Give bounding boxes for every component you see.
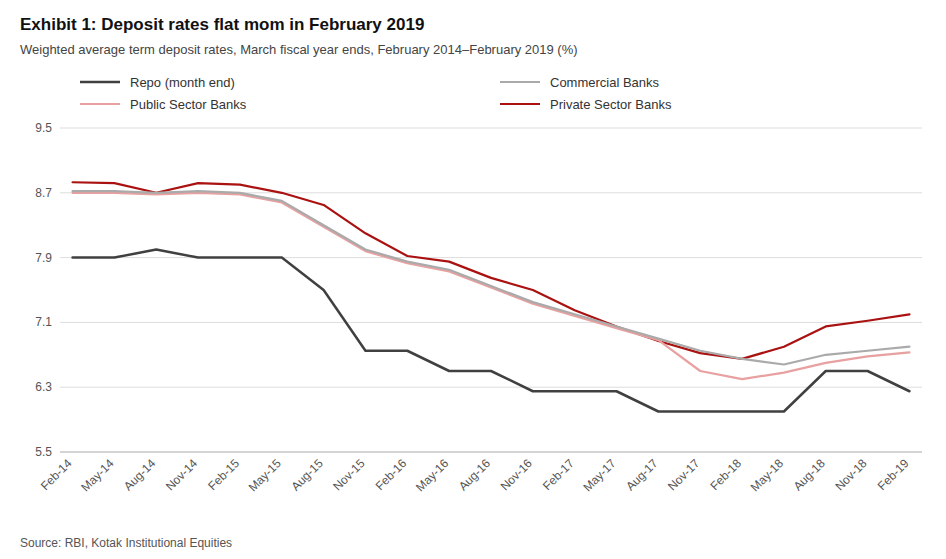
legend-swatch [80, 103, 120, 105]
x-tick-label: May-18 [748, 456, 786, 494]
x-axis-line [60, 452, 922, 453]
y-tick-label: 7.9 [35, 251, 52, 265]
y-tick-label: 9.5 [35, 121, 52, 135]
x-tick-label: Feb-19 [875, 456, 912, 493]
x-tick-label: Feb-16 [373, 456, 410, 493]
series-line [73, 191, 910, 364]
grid [60, 128, 922, 452]
x-tick-label: Aug-17 [623, 456, 660, 493]
legend-swatch [500, 81, 540, 83]
legend: Repo (month end) Commercial Banks Public S… [80, 75, 672, 112]
x-tick-label: Feb-18 [707, 456, 744, 493]
x-tick-label: May-17 [580, 456, 618, 494]
legend-swatch [80, 81, 120, 84]
x-tick-label: Feb-14 [38, 456, 75, 493]
x-tick-label: Nov-16 [498, 456, 535, 493]
grid-line [60, 452, 922, 453]
subtitle: Weighted average term deposit rates, Mar… [20, 42, 578, 57]
legend-swatch [500, 103, 540, 105]
x-tick-label: Aug-15 [288, 456, 325, 493]
x-tick-label: Nov-14 [163, 456, 200, 493]
title: Exhibit 1: Deposit rates flat mom in Feb… [20, 15, 424, 34]
grid-line [60, 387, 922, 388]
grid-line [60, 257, 922, 258]
series-lines [73, 182, 910, 411]
y-tick-label: 7.1 [35, 315, 52, 329]
x-tick-label: May-14 [78, 456, 116, 494]
chart: Exhibit 1: Deposit rates flat mom in Feb… [0, 0, 946, 559]
grid-line [60, 128, 922, 129]
x-tick-label: Feb-17 [540, 456, 577, 493]
y-tick-label: 5.5 [35, 445, 52, 459]
legend-label: Repo (month end) [130, 75, 235, 90]
series-line [73, 250, 910, 412]
y-tick-label: 6.3 [35, 380, 52, 394]
grid-line [60, 322, 922, 323]
x-tick-label: Aug-16 [456, 456, 493, 493]
legend-label: Commercial Banks [550, 75, 660, 90]
series-line [73, 182, 910, 359]
x-tick-label: Aug-14 [121, 456, 158, 493]
x-axis: Feb-14May-14Aug-14Nov-14Feb-15May-15Aug-… [38, 452, 922, 494]
x-tick-label: May-16 [413, 456, 451, 494]
x-tick-label: Nov-17 [665, 456, 702, 493]
x-tick-label: Feb-15 [205, 456, 242, 493]
legend-label: Public Sector Banks [130, 97, 247, 112]
source: Source: RBI, Kotak Institutional Equitie… [20, 536, 232, 550]
x-tick-label: Nov-18 [832, 456, 869, 493]
y-tick-label: 8.7 [35, 186, 52, 200]
x-tick-label: Aug-18 [791, 456, 828, 493]
y-axis: 5.5 6.3 7.1 7.9 8.7 9.5 [35, 121, 52, 459]
legend-label: Private Sector Banks [550, 97, 672, 112]
x-tick-label: May-15 [246, 456, 284, 494]
x-tick-label: Nov-15 [330, 456, 367, 493]
